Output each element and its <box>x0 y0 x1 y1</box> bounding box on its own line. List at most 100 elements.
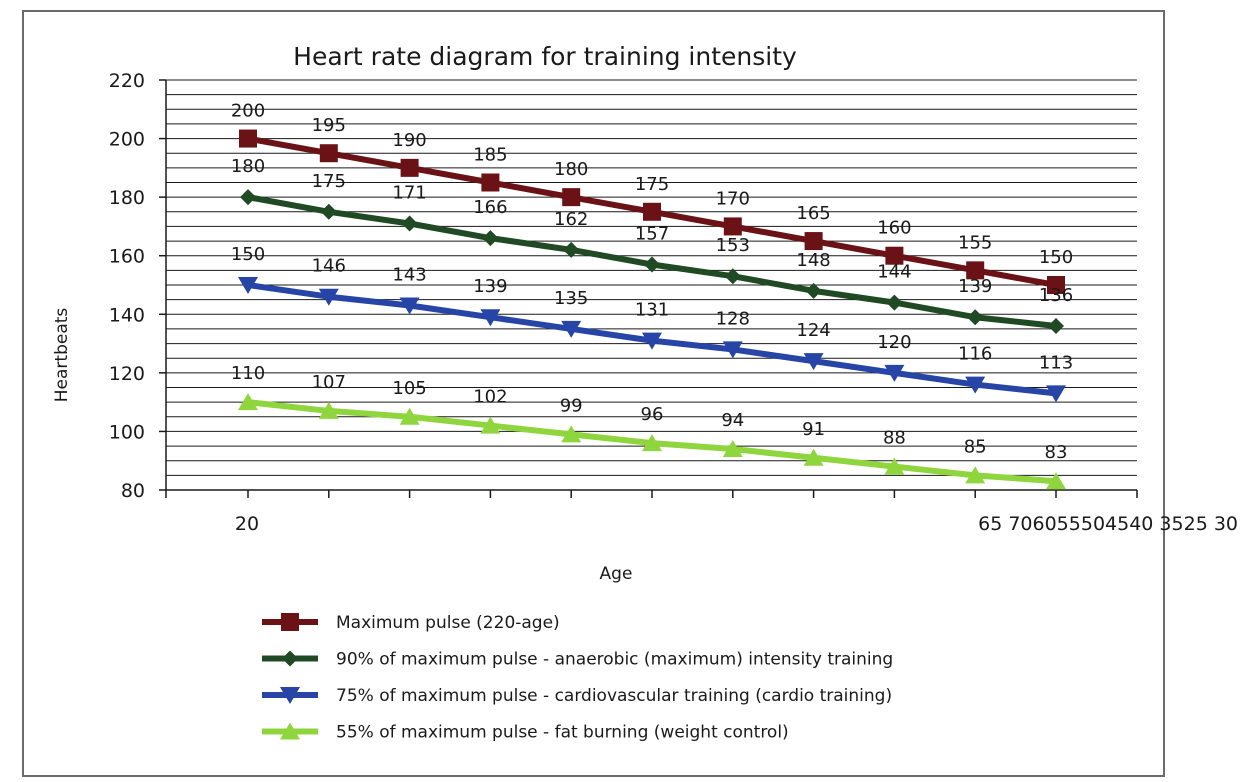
legend-label: 75% of maximum pulse - cardiovascular tr… <box>336 686 892 706</box>
legend: Maximum pulse (220-age) 90% of maximum pu… <box>262 613 893 743</box>
data-point <box>320 203 337 220</box>
data-label: 116 <box>958 344 992 365</box>
y-tick-label: 120 <box>109 363 145 385</box>
x-tick-label-left: 20 <box>235 513 259 535</box>
data-label: 162 <box>554 209 588 230</box>
chart-title: Heart rate diagram for training intensit… <box>293 42 797 71</box>
data-label: 85 <box>964 436 987 457</box>
y-tick-label: 200 <box>109 129 145 151</box>
data-point <box>642 332 662 350</box>
legend-label: 55% of maximum pulse - fat burning (weig… <box>336 723 789 743</box>
data-label: 113 <box>1039 352 1073 373</box>
legend-swatch-marker <box>282 650 298 667</box>
data-label: 150 <box>1039 247 1073 268</box>
data-point <box>642 434 662 452</box>
data-label: 190 <box>392 130 426 151</box>
data-point <box>399 407 420 425</box>
data-point <box>238 393 258 411</box>
data-label: 139 <box>958 276 992 297</box>
data-label: 170 <box>716 188 750 209</box>
data-point <box>239 129 257 148</box>
data-label: 180 <box>231 156 265 177</box>
data-point <box>886 294 903 311</box>
data-point <box>318 288 339 306</box>
x-axis-label: Age <box>600 564 633 584</box>
legend-swatch-marker <box>280 722 300 740</box>
data-label: 155 <box>958 232 992 253</box>
data-point <box>723 217 742 236</box>
data-point <box>966 261 985 280</box>
data-label: 91 <box>802 419 825 440</box>
y-tick-labels: 80 100 120 140 160 180 200 220 <box>109 70 145 502</box>
data-label: 139 <box>473 276 507 297</box>
data-label: 83 <box>1045 442 1068 463</box>
data-point <box>1046 472 1066 490</box>
data-point <box>401 215 418 232</box>
data-label: 135 <box>554 288 588 309</box>
data-point <box>722 440 743 457</box>
data-point <box>804 232 823 251</box>
data-label: 148 <box>796 250 830 271</box>
data-label: 150 <box>231 244 265 265</box>
data-label: 143 <box>392 265 426 286</box>
data-point <box>1048 318 1064 334</box>
data-point <box>400 158 419 177</box>
data-point <box>480 309 501 327</box>
data-point <box>240 189 256 206</box>
data-point <box>399 297 420 315</box>
y-tick-label: 180 <box>109 187 145 209</box>
data-point <box>884 457 905 475</box>
data-point <box>319 144 338 163</box>
data-point <box>803 448 824 466</box>
data-label: 128 <box>716 308 750 329</box>
data-point <box>805 282 822 299</box>
legend-swatch-marker <box>280 687 300 704</box>
data-label: 94 <box>721 410 744 431</box>
legend-label: 90% of maximum pulse - anaerobic (maximu… <box>336 650 893 670</box>
chart-frame <box>22 10 1165 777</box>
data-label: 195 <box>312 115 346 136</box>
data-label: 136 <box>1039 285 1073 306</box>
data-point <box>965 466 986 484</box>
data-point <box>643 202 661 221</box>
data-label: 99 <box>560 395 583 416</box>
data-point <box>562 188 581 207</box>
data-point <box>884 364 905 382</box>
y-axis-label: Heartbeats <box>52 308 72 403</box>
data-point <box>318 401 339 419</box>
data-label: 175 <box>635 174 669 195</box>
data-label: 185 <box>473 145 507 166</box>
data-point <box>724 268 741 285</box>
data-point <box>480 416 501 434</box>
y-tick-label: 220 <box>109 70 145 92</box>
data-label: 131 <box>635 300 669 321</box>
data-label: 157 <box>635 224 669 245</box>
data-label: 124 <box>796 320 830 341</box>
data-point <box>722 341 743 359</box>
data-label: 110 <box>231 363 265 384</box>
data-point <box>965 376 986 394</box>
data-label: 153 <box>716 235 750 256</box>
data-label: 180 <box>554 159 588 180</box>
series-markers <box>238 129 1066 490</box>
data-label: 146 <box>312 256 346 277</box>
data-point <box>644 256 660 273</box>
data-point <box>803 353 824 371</box>
axes <box>159 79 1138 498</box>
data-point <box>561 425 582 443</box>
x-tick-label-right: 65 706055504540 3525 30 <box>978 513 1238 535</box>
legend-swatch-marker <box>281 613 299 631</box>
y-tick-label: 80 <box>121 480 145 502</box>
data-point <box>238 277 258 294</box>
data-label: 102 <box>473 387 507 408</box>
legend-label: Maximum pulse (220-age) <box>336 613 560 633</box>
data-label: 88 <box>883 428 906 449</box>
data-point <box>967 309 984 326</box>
data-label: 120 <box>877 332 911 353</box>
data-label: 144 <box>877 262 911 283</box>
data-labels: 200 195 190 185 180 175 170 165 160 155 150 180 175 1… <box>231 101 1073 464</box>
data-label: 171 <box>392 183 426 204</box>
data-label: 105 <box>392 378 426 399</box>
data-point <box>481 173 500 192</box>
